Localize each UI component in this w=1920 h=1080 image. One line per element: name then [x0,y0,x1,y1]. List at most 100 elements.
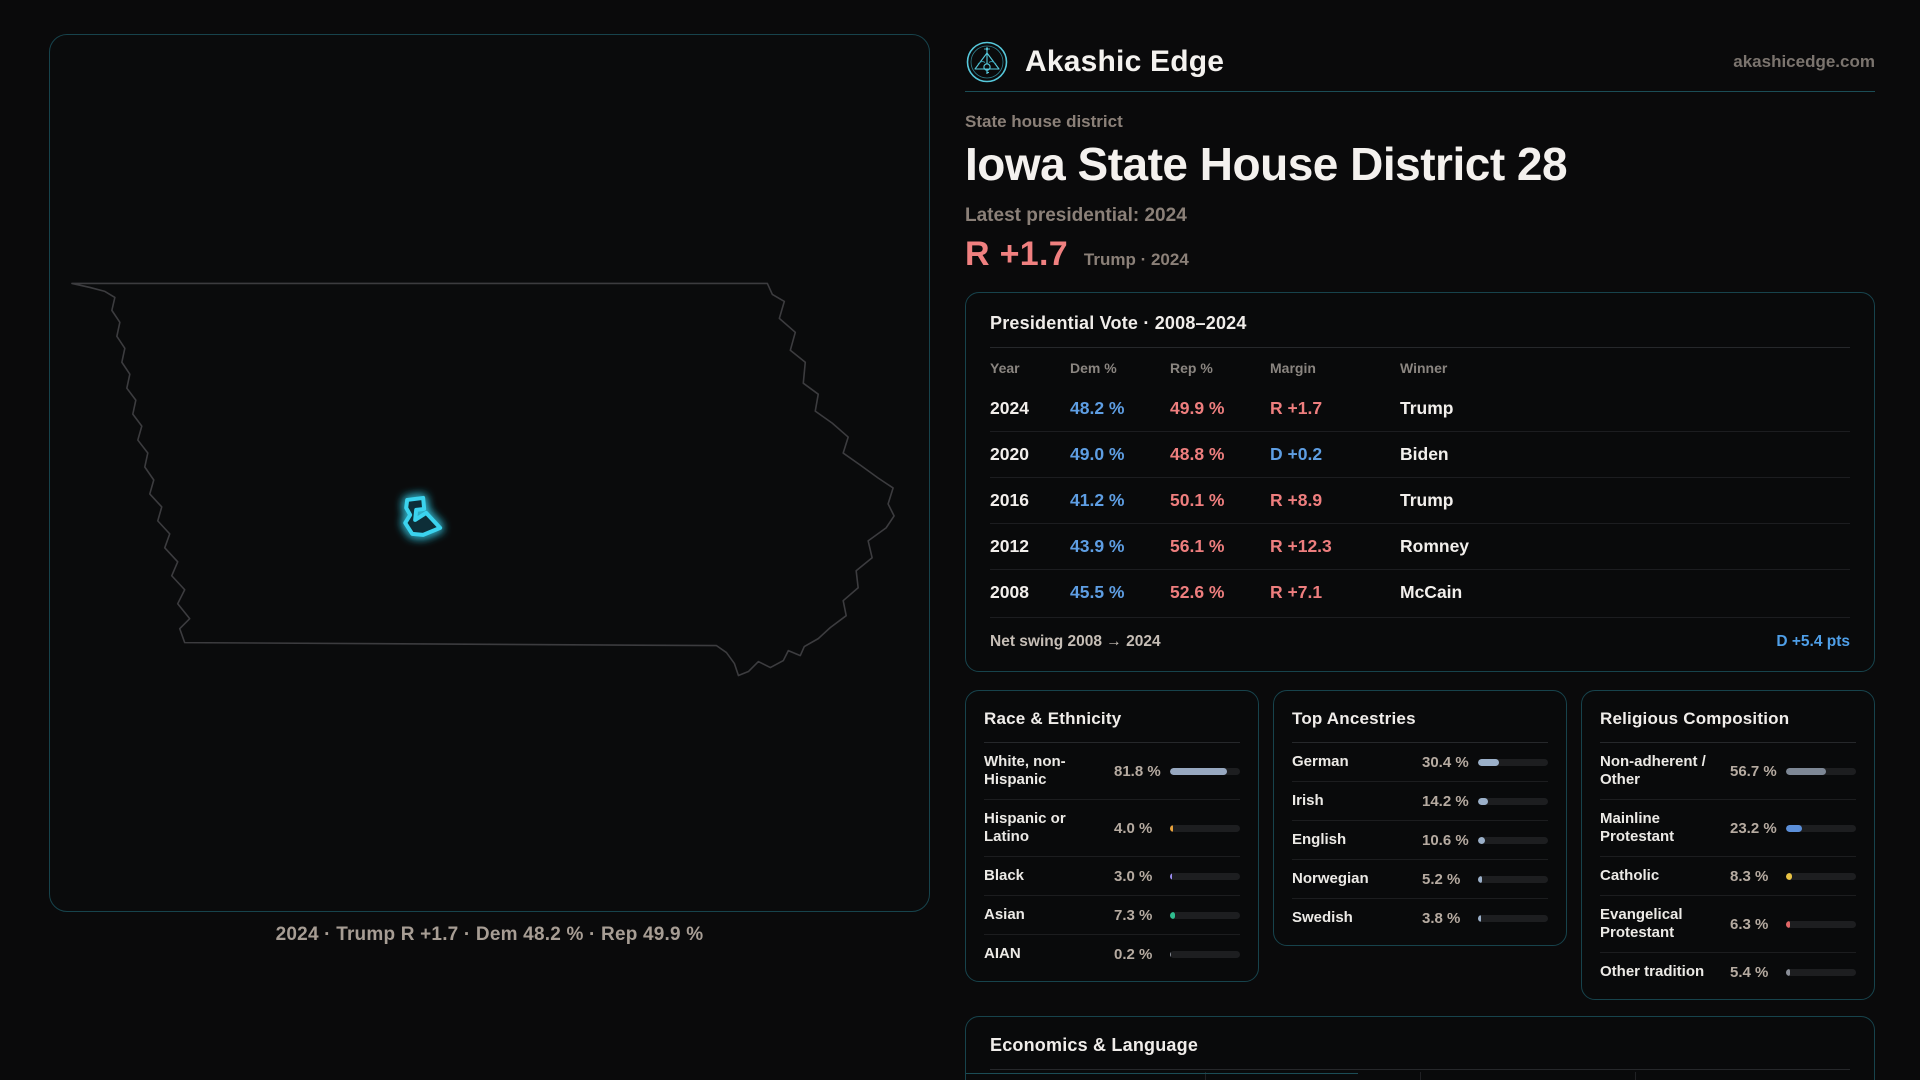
stat-value: 56.7 % [1730,762,1777,780]
cell-winner: Romney [1400,536,1470,557]
stat-row: White, non-Hispanic 81.8 % [984,743,1240,801]
brand-domain-link[interactable]: akashicedge.com [1733,52,1875,71]
stat-value: 23.2 % [1730,819,1777,837]
stat-label: Non-adherent / Other [1600,753,1706,789]
akashic-edge-emblem-icon [966,41,1008,83]
economics-stat: English at home89.1 % [1420,1072,1635,1080]
stat-value: 14.2 % [1422,792,1469,810]
table-header: Year Dem % Rep % Margin Winner [990,348,1850,386]
stat-bar-fill [1786,824,1803,832]
stat-label: Catholic [1600,867,1660,885]
stat-row: Other tradition 5.4 % [1600,953,1856,991]
stat-bar-fill [1786,920,1791,928]
cell-year: 2012 [990,536,1029,557]
cell-rep: 56.1 % [1170,536,1225,557]
stat-label: White, non-Hispanic [984,753,1066,789]
stat-label: Swedish [1292,909,1353,927]
stat-label: Other tradition [1600,963,1705,981]
latest-presidential-label: Latest presidential: 2024 [965,205,1187,227]
stat-bar-fill [1478,836,1486,844]
stat-label: Black [984,867,1025,885]
stat-value: 6.3 % [1730,915,1769,933]
table-body: 2024 48.2 % 49.9 % R +1.7 Trump 2020 49.0 % 48.… [990,386,1850,615]
card-divider [1292,742,1548,744]
column-header: Winner [1400,360,1448,377]
stat-bar-track [1170,872,1240,880]
presidential-vote-card: Presidential Vote · 2008–2024 Year Dem % R… [965,292,1875,673]
stat-label: Mainline Protestant [1600,810,1675,846]
stat-value: 81.8 % [1114,762,1161,780]
stat-bar-track [1786,872,1856,880]
stat-bar-fill [1478,875,1482,883]
stat-label: Asian [984,906,1025,924]
demographics-grid: Race & Ethnicity White, non-Hispanic 81.8… [965,690,1875,1001]
table-row: 2012 43.9 % 56.1 % R +12.3 Romney [990,523,1850,569]
religious-composition-card: Religious Composition Non-adherent / Oth… [1581,690,1875,1001]
economics-stat: Median HH income$98,144 [990,1072,1205,1080]
stat-bar-fill [1478,758,1500,766]
cell-winner: McCain [1400,582,1463,603]
stat-row: Black 3.0 % [984,857,1240,897]
presidential-card-title: Presidential Vote · 2008–2024 [990,313,1247,334]
iowa-state-outline [71,282,895,677]
cell-year: 2024 [990,398,1029,419]
stat-bar-fill [1170,824,1173,832]
latest-margin-value: R +1.7 [965,235,1068,274]
stat-bar-track [1170,911,1240,919]
stat-bar-track [1170,767,1240,775]
stat-value: 0.2 % [1114,945,1153,963]
stat-bar-track [1478,836,1548,844]
stat-label: Norwegian [1292,870,1369,888]
iowa-map-panel [49,34,930,912]
cell-year: 2016 [990,490,1029,511]
iowa-map [71,282,895,677]
card-divider [984,742,1240,744]
religion-rows: Non-adherent / Other 56.7 % Mainline Prote… [1600,743,1856,991]
stat-value: 4.0 % [1114,819,1153,837]
column-header: Margin [1270,360,1316,377]
stat-bar-fill [1786,968,1790,976]
stat-row: AIAN 0.2 % [984,935,1240,973]
stat-row: Asian 7.3 % [984,896,1240,936]
page-title: Iowa State House District 28 [965,138,1568,190]
net-swing-row: Net swing 2008 → 2024 D +5.4 pts [990,617,1850,655]
report-column: Akashic Edge akashicedge.com State house… [965,0,1875,1080]
stat-bar-fill [1170,767,1228,775]
stat-value: 5.4 % [1730,963,1769,981]
top-ancestries-card: Top Ancestries German 30.4 % Irish 14.2 % En… [1273,690,1567,947]
ancestry-rows: German 30.4 % Irish 14.2 % English 10.6 % Norw… [1292,743,1548,937]
race-rows: White, non-Hispanic 81.8 % Hispanic or Lat… [984,743,1240,973]
stat-bar-fill [1478,914,1481,922]
race-card-title: Race & Ethnicity [984,709,1122,729]
card-divider [1600,742,1856,744]
stat-row: Mainline Protestant 23.2 % [1600,800,1856,858]
stat-label: Irish [1292,792,1324,810]
stat-row: Swedish 3.8 % [1292,899,1548,937]
column-header: Rep % [1170,360,1213,377]
stat-value: 5.2 % [1422,870,1461,888]
stat-value: 8.3 % [1730,867,1769,885]
column-header: Year [990,360,1020,377]
stat-bar-track [1478,914,1548,922]
stat-bar-track [1478,797,1548,805]
stat-label: English [1292,831,1347,849]
stat-bar-fill [1478,797,1488,805]
stat-label: Evangelical Protestant [1600,906,1683,942]
economics-stats: Median HH income$98,144Poverty rate8.3 %… [990,1072,1850,1080]
stat-value: 3.0 % [1114,867,1153,885]
stat-row: Irish 14.2 % [1292,782,1548,822]
stat-label: Hispanic or Latino [984,810,1066,846]
district-28-shape [403,495,443,537]
cell-rep: 48.8 % [1170,444,1225,465]
table-row: 2020 49.0 % 48.8 % D +0.2 Biden [990,431,1850,477]
cell-year: 2008 [990,582,1029,603]
stat-bar-track [1170,824,1240,832]
district-type-label: State house district [965,112,1123,131]
stat-bar-track [1786,920,1856,928]
table-row: 2024 48.2 % 49.9 % R +1.7 Trump [990,386,1850,431]
cell-dem: 41.2 % [1070,490,1125,511]
economics-stat: Other language10.9 % [1635,1072,1850,1080]
cell-dem: 43.9 % [1070,536,1125,557]
economics-card-title: Economics & Language [990,1035,1199,1056]
